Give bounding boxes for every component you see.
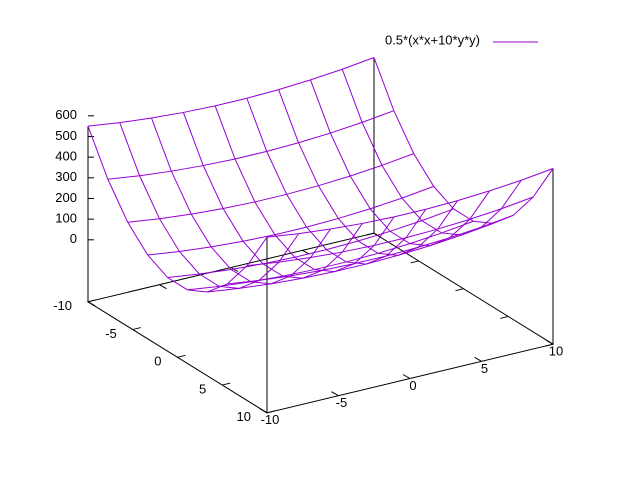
- surface-line: [87, 125, 268, 293]
- surface-line: [151, 117, 331, 285]
- x-tick: [159, 284, 167, 290]
- y-tick: [87, 299, 97, 303]
- y-tick: [455, 288, 464, 292]
- x-tick: [545, 339, 554, 345]
- y-tick: [365, 232, 375, 236]
- surface-line: [207, 222, 494, 293]
- z-tick-label: 100: [55, 211, 77, 226]
- z-tick-label: 600: [55, 107, 77, 122]
- y-tick: [544, 343, 554, 347]
- surface-line: [127, 153, 414, 223]
- y-tick: [410, 260, 419, 264]
- x-tick: [331, 391, 339, 397]
- surface-line: [107, 110, 395, 180]
- y-tick-label: 5: [199, 381, 206, 396]
- x-tick: [259, 408, 268, 414]
- y-tick-label: 10: [237, 409, 251, 424]
- z-tick-label: 0: [70, 231, 77, 246]
- x-tick: [474, 356, 482, 362]
- z-tick-label: 300: [55, 169, 77, 184]
- legend-label: 0.5*(x*x+10*y*y): [385, 32, 480, 47]
- y-tick: [132, 327, 141, 331]
- surface-line: [278, 89, 459, 256]
- z-tick-label: 500: [55, 128, 77, 143]
- surface-line: [87, 57, 375, 127]
- surface-line: [167, 208, 454, 279]
- y-tick-label: 0: [154, 354, 161, 369]
- y-tick: [222, 382, 231, 386]
- surface-line: [187, 220, 474, 291]
- y-tick: [266, 410, 276, 414]
- z-tick-label: 400: [55, 149, 77, 164]
- x-tick: [402, 374, 411, 379]
- surface-line: [119, 122, 300, 289]
- surface-line: [182, 112, 363, 279]
- surface-line: [246, 98, 427, 265]
- surface-line: [227, 214, 514, 285]
- y-tick: [177, 354, 186, 358]
- x-tick-label: -5: [336, 395, 348, 410]
- x-tick-label: -10: [261, 412, 280, 427]
- surface-line: [247, 196, 534, 267]
- base-border: [86, 232, 555, 414]
- x-tick: [230, 267, 239, 272]
- surface-line: [266, 168, 554, 238]
- surface-line: [147, 185, 434, 256]
- surface-line: [310, 79, 490, 247]
- surface-line: [341, 69, 522, 236]
- surface-line: [373, 57, 554, 224]
- x-tick-label: 0: [409, 378, 416, 393]
- x-tick-label: 10: [549, 344, 563, 359]
- y-tick: [500, 315, 509, 319]
- surface-line: [214, 105, 395, 273]
- z-tick-label: 200: [55, 190, 77, 205]
- y-tick-label: -5: [105, 326, 117, 341]
- x-tick-label: 5: [481, 361, 488, 376]
- x-tick: [87, 301, 96, 307]
- y-tick-label: -10: [53, 298, 72, 313]
